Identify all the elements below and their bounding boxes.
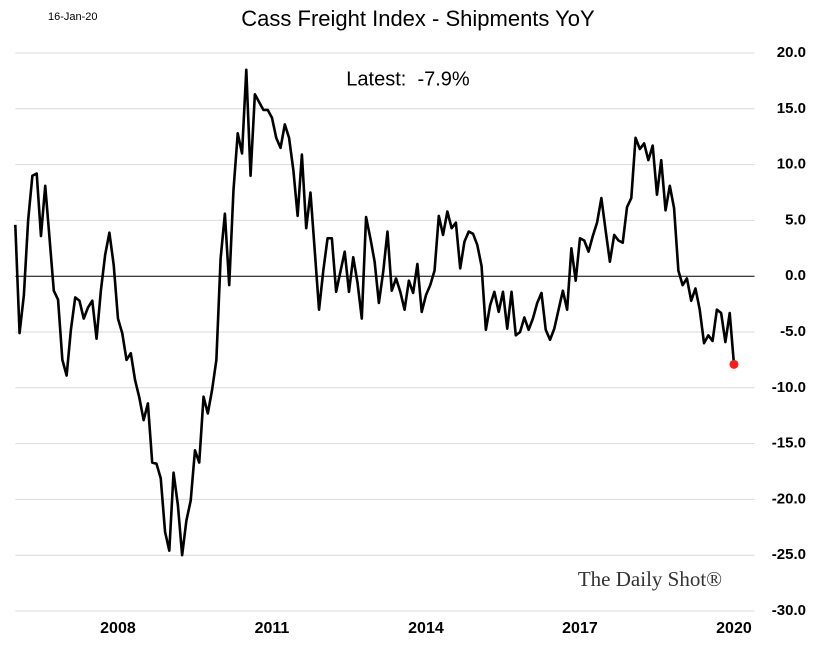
latest-point [729, 359, 739, 369]
chart-title: Cass Freight Index - Shipments YoY [241, 6, 595, 31]
y-tick-label: -10.0 [772, 379, 806, 396]
watermark: The Daily Shot® [578, 567, 722, 591]
y-tick-label: 0.0 [785, 267, 806, 284]
y-tick-label: 10.0 [777, 156, 806, 173]
y-tick-label: 20.0 [777, 44, 806, 61]
y-tick-label: -30.0 [772, 602, 806, 619]
x-tick-label: 2011 [255, 620, 290, 637]
plot [14, 68, 739, 557]
y-tick-label: -5.0 [780, 323, 806, 340]
y-tick-label: -25.0 [772, 546, 806, 563]
grid [15, 52, 755, 612]
y-tick-label: 5.0 [785, 211, 806, 228]
y-tick-label: 15.0 [777, 100, 806, 117]
annotation: Latest: -7.9% [346, 68, 470, 90]
y-tick-label: -15.0 [772, 435, 806, 452]
date-label: 16-Jan-20 [48, 11, 98, 23]
x-tick-label: 2014 [408, 620, 444, 637]
x-tick-label: 2017 [562, 620, 598, 637]
x-tick-label: 2020 [716, 620, 752, 637]
y-tick-label: -20.0 [772, 490, 806, 507]
x-tick-label: 2008 [100, 620, 136, 637]
line-series [14, 68, 736, 557]
